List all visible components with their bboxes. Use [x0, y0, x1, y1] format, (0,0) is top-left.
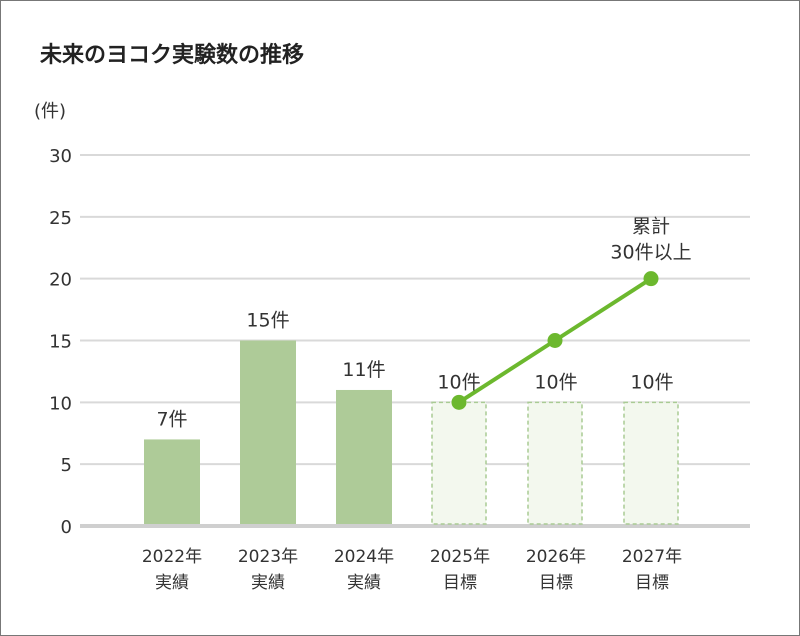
x-tick-year: 2027年: [622, 547, 682, 567]
bar-target: [623, 401, 679, 525]
x-tick-kind: 実績: [347, 573, 381, 593]
x-tick-kind: 実績: [155, 573, 189, 593]
line-point: [547, 333, 563, 348]
bar-value-label: 15件: [246, 310, 289, 332]
y-tick-label: 15: [49, 332, 72, 353]
bar-target: [527, 401, 583, 525]
x-tick-year: 2023年: [238, 547, 298, 567]
x-tick-year: 2024年: [334, 547, 394, 567]
x-tick-kind: 実績: [251, 573, 285, 593]
x-tick-kind: 目標: [635, 573, 669, 593]
x-tick-year: 2022年: [142, 547, 202, 567]
x-tick-year: 2026年: [526, 547, 586, 567]
y-tick-label: 10: [49, 393, 72, 414]
x-tick-kind: 目標: [443, 573, 477, 593]
y-tick-label: 0: [61, 517, 72, 538]
y-tick-label: 30: [49, 146, 72, 167]
bar: [336, 389, 392, 524]
chart-title: 未来のヨコク実験数の推移: [40, 42, 304, 68]
y-axis-unit: (件): [34, 101, 66, 122]
bar-value-label: 7件: [156, 408, 187, 430]
line-point: [451, 394, 467, 410]
bar-value-label: 10件: [534, 371, 577, 393]
bar: [144, 439, 200, 524]
x-tick-kind: 目標: [539, 573, 573, 593]
line-point: [643, 271, 659, 287]
y-tick-label: 5: [61, 455, 72, 476]
bar-value-label: 10件: [437, 371, 480, 393]
bar: [240, 340, 296, 524]
annotation-line2: 30件以上: [610, 242, 691, 264]
bar-target: [431, 401, 487, 525]
y-tick-label: 20: [49, 270, 72, 291]
annotation-line1: 累計: [632, 216, 670, 238]
bar-value-label: 11件: [342, 359, 385, 381]
y-tick-label: 25: [49, 208, 72, 229]
bar-value-label: 10件: [630, 371, 673, 393]
x-tick-year: 2025年: [430, 547, 490, 567]
